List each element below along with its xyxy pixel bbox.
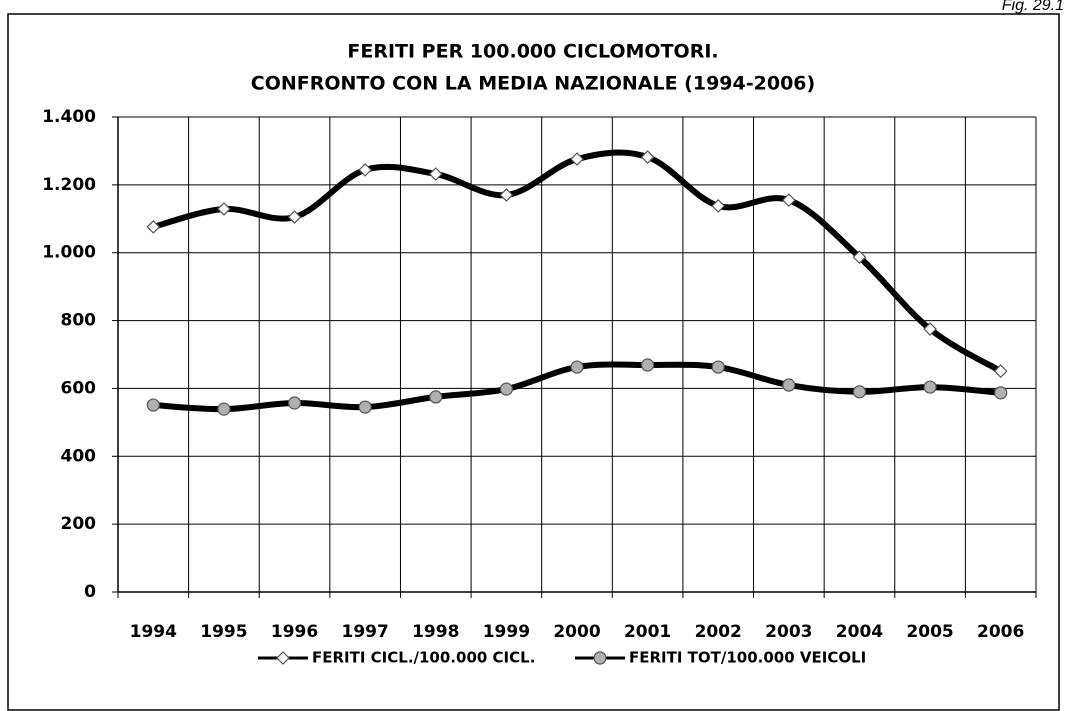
marker <box>429 390 443 404</box>
x-tick-label: 2001 <box>624 622 671 642</box>
y-tick-label: 400 <box>61 446 97 466</box>
marker <box>358 400 372 414</box>
x-tick-label: 2006 <box>977 622 1024 642</box>
x-tick-label: 2005 <box>906 622 953 642</box>
marker <box>146 398 160 412</box>
chart-title: FERITI PER 100.000 CICLOMOTORI. <box>347 41 718 63</box>
x-tick-label: 2003 <box>765 622 812 642</box>
y-tick-label: 1.200 <box>42 175 96 195</box>
marker <box>711 360 725 374</box>
marker <box>217 202 231 216</box>
y-tick-label: 800 <box>61 311 97 331</box>
marker <box>499 188 514 202</box>
marker <box>217 402 231 416</box>
figure-label: Fig. 29.1 <box>1002 0 1064 14</box>
marker <box>852 250 867 264</box>
chart-frame <box>7 13 1060 711</box>
marker <box>570 360 584 374</box>
x-tick-label: 2004 <box>836 622 883 642</box>
marker <box>711 199 726 213</box>
legend-marker <box>593 651 607 665</box>
marker <box>358 163 373 177</box>
x-tick-label: 1996 <box>271 622 318 642</box>
marker <box>781 193 796 207</box>
x-tick-label: 1995 <box>200 622 247 642</box>
marker <box>852 385 867 399</box>
legend-label: FERITI TOT/100.000 VEICOLI <box>629 649 866 667</box>
marker <box>782 378 796 392</box>
legend-marker <box>276 651 290 665</box>
marker <box>993 364 1008 378</box>
marker <box>499 382 513 396</box>
legend-label: FERITI CICL./100.000 CICL. <box>312 649 535 667</box>
marker <box>923 322 937 336</box>
y-tick-label: 0 <box>84 582 96 602</box>
marker <box>994 386 1008 400</box>
y-tick-label: 200 <box>61 514 97 534</box>
x-tick-label: 2002 <box>695 622 742 642</box>
y-tick-label: 600 <box>61 378 97 398</box>
x-tick-label: 1997 <box>341 622 388 642</box>
x-tick-label: 2000 <box>553 622 600 642</box>
y-tick-label: 1.400 <box>42 107 96 127</box>
x-tick-label: 1998 <box>412 622 459 642</box>
y-tick-label: 1.000 <box>42 243 96 263</box>
marker <box>641 358 655 372</box>
marker <box>640 150 655 164</box>
marker <box>923 380 937 394</box>
marker <box>570 152 584 166</box>
chart-subtitle: CONFRONTO CON LA MEDIA NAZIONALE (1994-2… <box>251 73 815 95</box>
x-tick-label: 1994 <box>130 622 177 642</box>
marker <box>287 396 302 410</box>
x-tick-label: 1999 <box>483 622 530 642</box>
marker <box>287 210 302 224</box>
marker <box>428 167 443 181</box>
marker <box>146 220 161 234</box>
